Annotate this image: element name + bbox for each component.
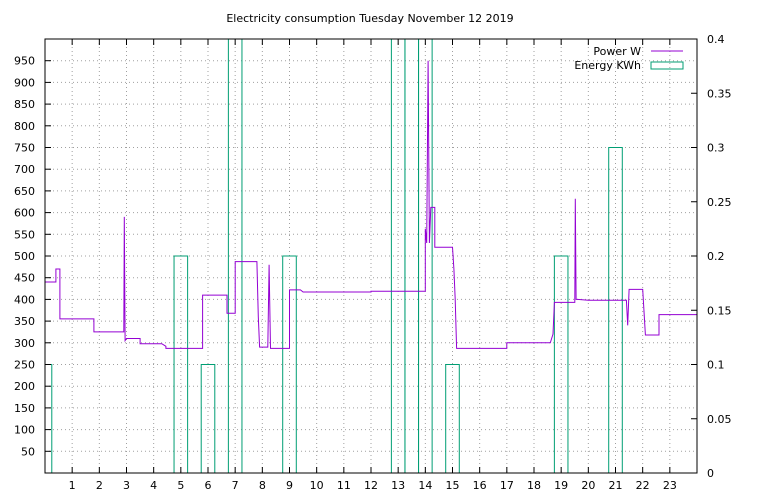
y-left-tick-label: 600 <box>14 207 35 220</box>
x-tick-label: 23 <box>663 479 677 492</box>
y-left-tick-label: 400 <box>14 293 35 306</box>
x-tick-label: 5 <box>177 479 184 492</box>
x-tick-label: 22 <box>636 479 650 492</box>
y-left-tick-label: 950 <box>14 55 35 68</box>
x-tick-label: 11 <box>337 479 351 492</box>
x-tick-label: 14 <box>418 479 432 492</box>
legend-label: Energy KWh <box>574 59 641 72</box>
y-left-tick-label: 300 <box>14 337 35 350</box>
x-tick-label: 8 <box>259 479 266 492</box>
y-left-tick-label: 50 <box>21 445 35 458</box>
energy-box <box>445 364 460 474</box>
y-left-tick-label: 800 <box>14 120 35 133</box>
x-tick-label: 16 <box>473 479 487 492</box>
y-right-tick-label: 0.25 <box>707 196 732 209</box>
y-right-tick-label: 0.15 <box>707 304 732 317</box>
y-left-tick-label: 650 <box>14 185 35 198</box>
grid <box>45 39 697 473</box>
x-tick-label: 4 <box>150 479 157 492</box>
legend-swatch <box>650 61 684 70</box>
y-left-tick-label: 850 <box>14 98 35 111</box>
x-tick-label: 13 <box>391 479 405 492</box>
energy-box <box>200 364 216 474</box>
y-right-tick-label: 0.05 <box>707 413 732 426</box>
y-right-tick-label: 0.4 <box>707 33 725 46</box>
y-right-tick-label: 0 <box>707 467 714 480</box>
y-right-tick-label: 0.2 <box>707 250 725 263</box>
plot-frame <box>44 38 698 474</box>
x-tick-label: 21 <box>609 479 623 492</box>
y-left-tick-label: 500 <box>14 250 35 263</box>
x-tick-label: 1 <box>69 479 76 492</box>
x-tick-label: 2 <box>96 479 103 492</box>
energy-box <box>404 38 420 474</box>
legend-label: Power W <box>593 45 641 58</box>
x-tick-label: 6 <box>205 479 212 492</box>
y-left-tick-label: 750 <box>14 142 35 155</box>
x-tick-label: 19 <box>554 479 568 492</box>
chart-title: Electricity consumption Tuesday November… <box>226 12 513 25</box>
x-tick-label: 3 <box>123 479 130 492</box>
y-left-tick-label: 150 <box>14 402 35 415</box>
power-series <box>45 60 697 349</box>
x-tick-label: 12 <box>364 479 378 492</box>
energy-box <box>608 147 623 474</box>
y-left-tick-label: 350 <box>14 315 35 328</box>
y-left-tick-label: 900 <box>14 76 35 89</box>
x-tick-label: 20 <box>581 479 595 492</box>
y-left-tick-label: 700 <box>14 163 35 176</box>
x-tick-label: 10 <box>310 479 324 492</box>
x-tick-label: 18 <box>527 479 541 492</box>
y-left-tick-label: 100 <box>14 424 35 437</box>
y-left-tick-label: 250 <box>14 359 35 372</box>
y-right-tick-label: 0.35 <box>707 87 732 100</box>
x-tick-label: 15 <box>446 479 460 492</box>
y-left-tick-label: 550 <box>14 228 35 241</box>
y-left-tick-label: 450 <box>14 272 35 285</box>
x-tick-label: 7 <box>232 479 239 492</box>
y-right-tick-label: 0.1 <box>707 359 725 372</box>
y-right-tick-label: 0.3 <box>707 142 725 155</box>
y-left-tick-label: 200 <box>14 380 35 393</box>
power-line <box>45 60 697 349</box>
energy-box <box>44 364 53 474</box>
axes: 1 2 3 4 5 6 7 8 9 10 11 12 13 14 15 16 17 18 19 20 21 22 23501… <box>14 33 732 492</box>
x-tick-label: 17 <box>500 479 514 492</box>
x-tick-label: 9 <box>286 479 293 492</box>
